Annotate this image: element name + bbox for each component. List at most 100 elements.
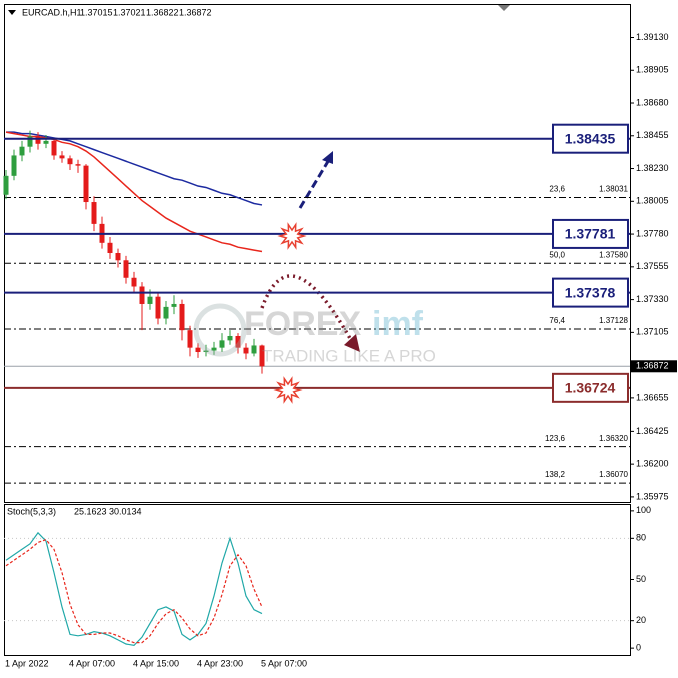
candle-body xyxy=(59,155,65,159)
key-level-box xyxy=(552,123,629,154)
candle-body xyxy=(187,330,193,348)
candle-body xyxy=(83,165,89,203)
key-level-box xyxy=(552,218,629,249)
candle-body xyxy=(131,277,137,287)
candle-body xyxy=(75,164,81,166)
menu-marker xyxy=(8,10,16,15)
arrow-up-head xyxy=(322,151,333,164)
x-tick-label: 5 Apr 07:00 xyxy=(261,658,307,668)
x-tick-label: 4 Apr 23:00 xyxy=(197,658,243,668)
candle-body xyxy=(243,347,249,354)
header-value: 1.36822 xyxy=(146,7,179,17)
burst xyxy=(273,376,303,404)
y-tick-label: 0 xyxy=(636,643,641,653)
x-tick-label: 4 Apr 07:00 xyxy=(69,658,115,668)
candle-body xyxy=(67,158,73,165)
watermark-logo xyxy=(193,303,247,357)
fib-price: 1.37580 xyxy=(599,250,628,259)
y-tick-label: 1.38230 xyxy=(636,163,669,173)
key-level-box xyxy=(552,277,629,308)
candle-body xyxy=(251,345,257,354)
watermark: FOREX imf TRADING LIKE A PRO xyxy=(193,303,436,365)
key-level-box xyxy=(552,372,629,403)
arrow-up xyxy=(298,157,332,209)
main-panel xyxy=(4,4,631,503)
y-tick-label: 1.37555 xyxy=(636,261,669,271)
watermark-tagline: TRADING LIKE A PRO xyxy=(262,346,436,365)
y-tick-label: 1.39130 xyxy=(636,32,669,42)
header-value: 1.37015 xyxy=(80,7,113,17)
y-tick-label: 1.36200 xyxy=(636,459,669,469)
y-tick-label: 1.37780 xyxy=(636,228,669,238)
fib-price: 1.36320 xyxy=(599,434,628,443)
y-tick-label: 1.38455 xyxy=(636,130,669,140)
candle-body xyxy=(115,253,121,261)
stoch-value: 25.1623 xyxy=(74,506,107,516)
fib-ratio: 138,2 xyxy=(545,470,566,479)
header-value: 1.36872 xyxy=(179,7,212,17)
candle-body xyxy=(219,340,225,348)
key-level-label: 1.36724 xyxy=(565,380,616,396)
burst xyxy=(277,222,307,250)
y-tick-label: 1.38005 xyxy=(636,196,669,206)
candle-body xyxy=(259,345,265,367)
y-tick-label: 1.38905 xyxy=(636,65,669,75)
y-tick-label: 1.37105 xyxy=(636,327,669,337)
y-tick-label: 80 xyxy=(636,533,646,543)
candle-body xyxy=(147,296,153,304)
candle-body xyxy=(3,175,9,195)
candle-body xyxy=(51,140,57,156)
fib-ratio: 76,4 xyxy=(549,316,565,325)
scroll-marker xyxy=(498,5,510,11)
y-tick-label: 100 xyxy=(636,505,651,515)
y-tick-label: 1.37330 xyxy=(636,294,669,304)
candle-body xyxy=(163,306,169,319)
candle-body xyxy=(123,260,129,278)
header-value: 1.37021 xyxy=(113,7,146,17)
fib-ratio: 50,0 xyxy=(549,250,565,259)
candle-body xyxy=(91,202,97,224)
symbol: EURCAD.h,H1 xyxy=(22,7,82,17)
candle-body xyxy=(211,347,217,351)
candle-body xyxy=(203,350,209,353)
x-tick-label: 4 Apr 15:00 xyxy=(133,658,179,668)
candle-body xyxy=(11,155,17,176)
y-tick-label: 20 xyxy=(636,615,646,625)
candle-body xyxy=(43,140,49,144)
fib-ratio: 23,6 xyxy=(549,185,565,194)
candle-body xyxy=(19,146,25,156)
candle-body xyxy=(195,347,201,353)
candle-body xyxy=(171,303,177,307)
y-tick-label: 1.35975 xyxy=(636,491,669,501)
candle-body xyxy=(139,286,145,304)
moving-average xyxy=(6,131,263,206)
candle-body xyxy=(107,242,113,253)
y-tick-label: 1.36425 xyxy=(636,426,669,436)
y-tick-label: 50 xyxy=(636,574,646,584)
watermark-brand: FOREX xyxy=(244,305,361,343)
candle-body xyxy=(27,136,33,147)
fib-ratio: 123,6 xyxy=(545,434,566,443)
candle-body xyxy=(235,336,241,348)
key-level-label: 1.38435 xyxy=(565,130,616,146)
key-level-label: 1.37378 xyxy=(565,284,616,300)
candle-body xyxy=(155,296,161,319)
fib-price: 1.37128 xyxy=(599,316,628,325)
current-price-label: 1.36872 xyxy=(636,361,669,371)
fib-price: 1.36070 xyxy=(599,470,628,479)
y-tick-label: 1.36655 xyxy=(636,392,669,402)
stoch-title: Stoch(5,3,3) xyxy=(7,506,56,516)
stoch-line xyxy=(5,531,263,647)
stoch-line xyxy=(5,538,263,644)
arrow-down-head xyxy=(344,334,360,352)
candle-body xyxy=(35,136,41,144)
current-price-box xyxy=(631,360,677,373)
candle-body xyxy=(227,336,233,341)
stoch-value: 30.0134 xyxy=(109,506,142,516)
fib-price: 1.38031 xyxy=(599,185,628,194)
watermark-brand-suffix: imf xyxy=(372,305,424,343)
candle-body xyxy=(179,303,185,331)
key-level-label: 1.37781 xyxy=(565,226,616,242)
